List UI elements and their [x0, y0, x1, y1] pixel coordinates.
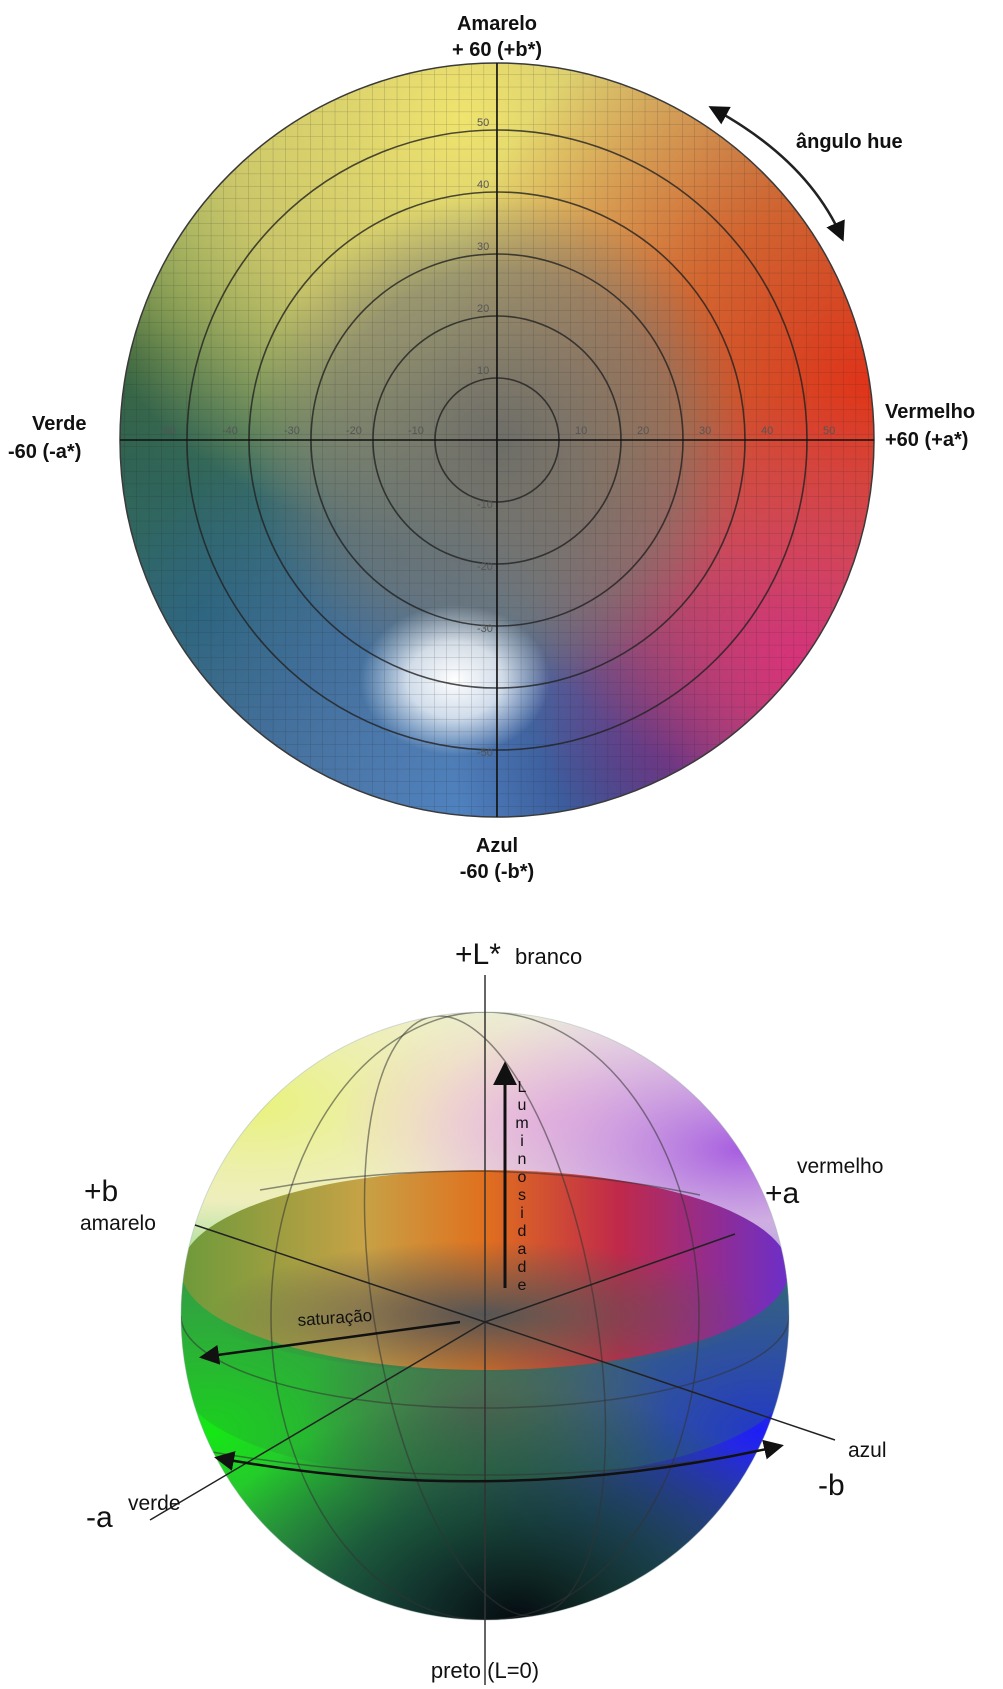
- hue-angle-arrow: [708, 106, 845, 242]
- tick-a-minus10: -10: [408, 425, 424, 437]
- label-amarelo: Amarelo: [457, 13, 537, 35]
- ab-color-disc: -50 -40 -30 -20 -10 10 20 30 40 50 10 20…: [119, 62, 875, 818]
- label-a-plus: +a: [765, 1177, 800, 1210]
- label-branco: branco: [515, 944, 582, 969]
- tick-a-minus40: -40: [222, 425, 238, 437]
- svg-text:o: o: [518, 1169, 527, 1186]
- tick-b-30: 30: [477, 241, 489, 253]
- tick-b-10: 10: [477, 365, 489, 377]
- saturation-arrow: [199, 1320, 461, 1365]
- label-b-plus: +b: [84, 1175, 118, 1208]
- svg-text:u: u: [518, 1097, 527, 1114]
- label-l-plus: +L*: [455, 938, 501, 971]
- svg-text:m: m: [515, 1115, 528, 1132]
- label-azul: Azul: [476, 835, 518, 857]
- tick-a-30: 30: [699, 425, 711, 437]
- luminosity-label: L u m i n o s i d a d e: [515, 1079, 528, 1294]
- tick-b-minus50: -50: [477, 747, 493, 759]
- ab-axis-lines: [149, 1224, 836, 1521]
- tick-a-minus20: -20: [346, 425, 362, 437]
- label-vermelho: Vermelho: [885, 401, 975, 423]
- tick-a-20: 20: [637, 425, 649, 437]
- hue-angle-label: ângulo hue: [796, 131, 903, 153]
- svg-text:d: d: [518, 1259, 527, 1276]
- svg-text:e: e: [518, 1277, 527, 1294]
- svg-text:d: d: [518, 1223, 527, 1240]
- tick-b-minus10: -10: [477, 499, 493, 511]
- tick-a-40: 40: [761, 425, 773, 437]
- tick-b-50: 50: [477, 117, 489, 129]
- label-preto: preto (L=0): [431, 1658, 539, 1683]
- label-azul-value: -60 (-b*): [460, 861, 534, 883]
- svg-text:i: i: [520, 1205, 524, 1222]
- tick-a-minus50: -50: [160, 425, 176, 437]
- svg-text:i: i: [520, 1133, 524, 1150]
- label-vermelho-value: +60 (+a*): [885, 429, 968, 451]
- label-amarelo-sphere: amarelo: [80, 1212, 156, 1235]
- label-verde-value: -60 (-a*): [8, 441, 81, 463]
- tick-b-minus20: -20: [477, 561, 493, 573]
- tick-a-10: 10: [575, 425, 587, 437]
- label-a-minus: -a: [86, 1501, 113, 1534]
- svg-text:n: n: [518, 1151, 527, 1168]
- label-vermelho-sphere: vermelho: [797, 1155, 883, 1178]
- hue-arc-arrow: [214, 1439, 784, 1483]
- label-b-minus: -b: [818, 1469, 845, 1502]
- label-verde: Verde: [32, 413, 86, 435]
- tick-b-minus30: -30: [477, 623, 493, 635]
- svg-text:a: a: [518, 1241, 527, 1258]
- tick-a-minus30: -30: [284, 425, 300, 437]
- tick-b-20: 20: [477, 303, 489, 315]
- svg-text:L: L: [518, 1079, 527, 1096]
- tick-b-40: 40: [477, 179, 489, 191]
- label-amarelo-value: + 60 (+b*): [452, 39, 542, 61]
- tick-a-50: 50: [823, 425, 835, 437]
- square-grid: [120, 63, 874, 817]
- svg-text:s: s: [518, 1187, 526, 1204]
- label-azul-sphere: azul: [848, 1439, 887, 1462]
- label-verde-sphere: verde: [128, 1492, 181, 1515]
